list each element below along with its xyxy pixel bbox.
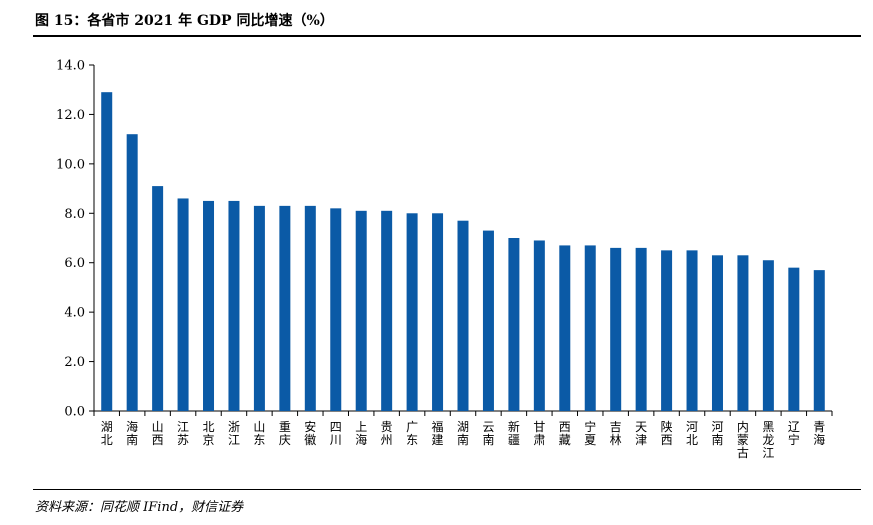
bar-北京 <box>203 200 215 411</box>
x-tick-label: 湖北 <box>101 419 113 447</box>
bar-山东 <box>253 205 265 411</box>
x-tick-label: 黑龙江 <box>762 420 774 460</box>
bar-河南 <box>711 255 723 411</box>
bar-福建 <box>432 213 444 411</box>
bar-黑龙江 <box>762 260 774 411</box>
bar-宁夏 <box>584 245 596 411</box>
figure-title: 图 15：各省市 2021 年 GDP 同比增速（%） <box>35 13 334 29</box>
bar-陕西 <box>661 250 673 411</box>
y-tick-label: 14.0 <box>56 59 85 74</box>
y-tick-label: 2.0 <box>64 355 85 370</box>
y-tick-label: 0.0 <box>64 405 85 420</box>
x-tick-label: 辽宁 <box>788 420 800 447</box>
x-tick-label: 青海 <box>813 420 825 447</box>
bar-上海 <box>355 210 367 411</box>
y-tick-label: 6.0 <box>64 256 85 271</box>
x-tick-label: 河南 <box>711 420 723 447</box>
x-tick-label: 山西 <box>152 420 164 447</box>
bar-吉林 <box>610 247 622 411</box>
bottom-rule <box>33 489 861 490</box>
x-tick-label: 北京 <box>203 420 215 447</box>
bar-辽宁 <box>788 267 800 411</box>
bar-内蒙古 <box>737 255 749 411</box>
x-tick-label: 湖南 <box>457 419 469 447</box>
x-tick-label: 云南 <box>482 420 494 447</box>
x-tick-label: 江苏 <box>177 420 189 447</box>
bar-湖北 <box>101 92 113 411</box>
x-tick-label: 河北 <box>686 420 698 447</box>
x-tick-label: 吉林 <box>610 420 622 447</box>
bar-山西 <box>152 186 164 411</box>
bar-甘肃 <box>533 240 545 411</box>
bar-云南 <box>482 230 494 411</box>
x-tick-label: 山东 <box>253 420 265 447</box>
bar-河北 <box>686 250 698 411</box>
top-rule <box>33 35 861 37</box>
bar-海南 <box>126 134 138 411</box>
x-tick-label: 贵州 <box>381 420 393 447</box>
x-tick-label: 广东 <box>406 420 418 447</box>
y-tick-label: 8.0 <box>64 207 85 222</box>
x-tick-label: 福建 <box>432 419 444 447</box>
x-tick-label: 新疆 <box>508 419 520 447</box>
y-tick-label: 4.0 <box>64 306 85 321</box>
y-tick-label: 12.0 <box>56 108 85 123</box>
x-tick-label: 陕西 <box>661 419 673 447</box>
bar-安徽 <box>304 205 316 411</box>
x-tick-label: 甘肃 <box>533 420 545 447</box>
bar-西藏 <box>559 245 571 411</box>
bar-重庆 <box>279 205 291 411</box>
x-tick-label: 天津 <box>635 420 647 447</box>
source-note: 资料来源：同花顺 IFind，财信证券 <box>35 500 244 515</box>
y-tick-label: 10.0 <box>56 157 85 172</box>
bar-浙江 <box>228 200 240 411</box>
bar-广东 <box>406 213 418 411</box>
bar-天津 <box>635 247 647 411</box>
bar-chart: 0.0 2.0 4.0 6.0 8.0 10.0 12.0 14.0 湖北海南山西江苏北京浙江山… <box>56 59 833 460</box>
x-tick-label: 宁夏 <box>584 419 596 447</box>
bar-贵州 <box>381 210 393 411</box>
x-tick-label: 西藏 <box>559 420 571 447</box>
x-tick-label: 安徽 <box>304 419 316 447</box>
x-tick-label: 海南 <box>126 419 138 447</box>
bar-湖南 <box>457 220 469 411</box>
x-tick-label: 重庆 <box>279 420 291 447</box>
bar-江苏 <box>177 198 189 411</box>
bar-青海 <box>813 270 825 411</box>
bar-新疆 <box>508 238 520 411</box>
x-tick-label: 上海 <box>355 420 367 447</box>
x-tick-label: 内蒙古 <box>737 420 749 460</box>
x-tick-label: 四川 <box>330 420 342 447</box>
x-tick-label: 浙江 <box>228 420 240 447</box>
bar-四川 <box>330 208 342 411</box>
